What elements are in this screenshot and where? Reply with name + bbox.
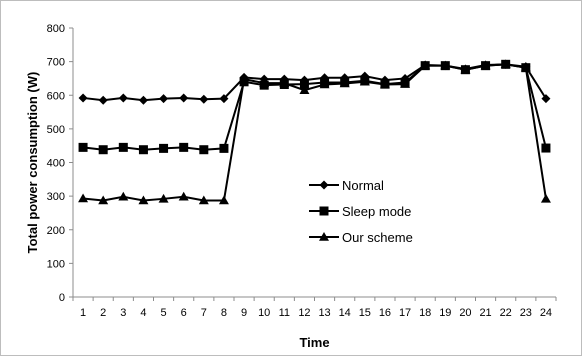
data-point-normal — [78, 93, 88, 103]
x-tick-label: 16 — [379, 307, 391, 319]
x-tick-label: 11 — [279, 307, 290, 319]
legend-label-normal: Normal — [342, 178, 384, 193]
series-line-normal — [82, 63, 547, 102]
x-tick-label: 19 — [439, 307, 451, 319]
data-point-our-scheme — [540, 193, 551, 203]
x-tick-label: 18 — [419, 307, 431, 319]
x-tick-label: 1 — [80, 307, 86, 319]
data-point-our-scheme — [339, 78, 350, 88]
data-point-our-scheme — [480, 60, 491, 70]
y-tick-label: 0 — [59, 292, 65, 304]
data-point-our-scheme — [520, 62, 531, 72]
data-point-sleep-mode — [78, 142, 88, 152]
x-tick-label: 8 — [221, 307, 227, 319]
y-tick-label: 300 — [47, 191, 65, 203]
y-tick-label: 200 — [47, 225, 65, 237]
data-point-our-scheme — [178, 191, 189, 201]
data-point-normal — [118, 93, 128, 103]
data-point-our-scheme — [460, 64, 471, 74]
data-point-our-scheme — [98, 195, 109, 205]
legend: Normal Sleep mode Our scheme — [309, 178, 413, 245]
data-point-sleep-mode — [299, 79, 309, 89]
data-point-sleep-mode — [179, 142, 189, 152]
legend-marker-sleep-mode — [319, 206, 329, 216]
y-tick-label: 600 — [47, 90, 65, 102]
data-point-our-scheme — [78, 193, 89, 203]
x-tick-label: 6 — [181, 307, 187, 319]
x-tick-label: 21 — [479, 307, 491, 319]
data-point-our-scheme — [420, 60, 431, 70]
x-axis-title: Time — [299, 335, 329, 350]
x-tick-label: 5 — [161, 307, 167, 319]
x-tick-label: 7 — [201, 307, 207, 319]
data-point-our-scheme — [118, 191, 129, 201]
data-point-normal — [138, 95, 148, 105]
x-tick-label: 3 — [120, 307, 126, 319]
x-tick-label: 13 — [318, 307, 330, 319]
y-tick-label: 700 — [47, 57, 65, 69]
data-point-our-scheme — [359, 76, 370, 86]
data-point-our-scheme — [158, 193, 169, 203]
series-line-our-scheme — [82, 63, 547, 202]
series-layer — [78, 59, 551, 205]
series-our-scheme — [78, 59, 551, 205]
y-tick-label: 400 — [47, 158, 65, 170]
data-point-our-scheme — [400, 79, 411, 88]
data-point-sleep-mode — [219, 143, 229, 153]
x-tick-label: 17 — [399, 307, 411, 319]
data-point-our-scheme — [500, 59, 511, 69]
data-point-normal — [541, 94, 551, 104]
data-point-sleep-mode — [138, 145, 148, 155]
x-tick-label: 14 — [339, 307, 351, 319]
data-point-sleep-mode — [199, 145, 209, 155]
data-point-normal — [179, 93, 189, 103]
x-tick-label: 20 — [459, 307, 471, 319]
data-point-our-scheme — [138, 195, 149, 205]
x-tick-label: 4 — [140, 307, 146, 319]
y-axis-title: Total power consumption (W) — [25, 72, 40, 254]
data-point-sleep-mode — [118, 142, 128, 152]
data-point-sleep-mode — [541, 143, 551, 153]
x-tick-label: 15 — [359, 307, 371, 319]
x-tick-label: 24 — [540, 307, 552, 319]
data-point-our-scheme — [259, 78, 270, 87]
data-point-sleep-mode — [98, 145, 108, 155]
data-point-our-scheme — [299, 85, 310, 94]
data-point-normal — [159, 94, 169, 104]
data-point-normal — [199, 94, 209, 104]
x-tick-label: 23 — [520, 307, 532, 319]
y-tick-label: 100 — [47, 258, 65, 270]
data-point-our-scheme — [218, 195, 229, 205]
legend-marker-our-scheme — [319, 232, 329, 241]
legend-marker-normal — [319, 180, 329, 190]
x-tick-label: 22 — [500, 307, 512, 319]
data-point-our-scheme — [279, 78, 290, 87]
x-tick-label: 12 — [298, 307, 310, 319]
data-point-our-scheme — [319, 79, 330, 89]
data-point-our-scheme — [379, 79, 390, 89]
legend-label-our-scheme: Our scheme — [342, 230, 413, 245]
data-point-our-scheme — [440, 60, 451, 70]
y-tick-label: 500 — [47, 124, 65, 136]
series-sleep-mode — [78, 59, 551, 155]
data-point-our-scheme — [198, 195, 209, 205]
legend-label-sleep-mode: Sleep mode — [342, 204, 411, 219]
data-point-sleep-mode — [159, 143, 169, 153]
y-tick-label: 800 — [47, 23, 65, 35]
data-point-normal — [219, 94, 229, 104]
x-tick-label: 10 — [258, 307, 270, 319]
data-point-our-scheme — [239, 74, 250, 83]
x-tick-label: 2 — [100, 307, 106, 319]
series-line-sleep-mode — [82, 63, 547, 151]
data-point-normal — [98, 95, 108, 105]
x-tick-label: 9 — [241, 307, 247, 319]
